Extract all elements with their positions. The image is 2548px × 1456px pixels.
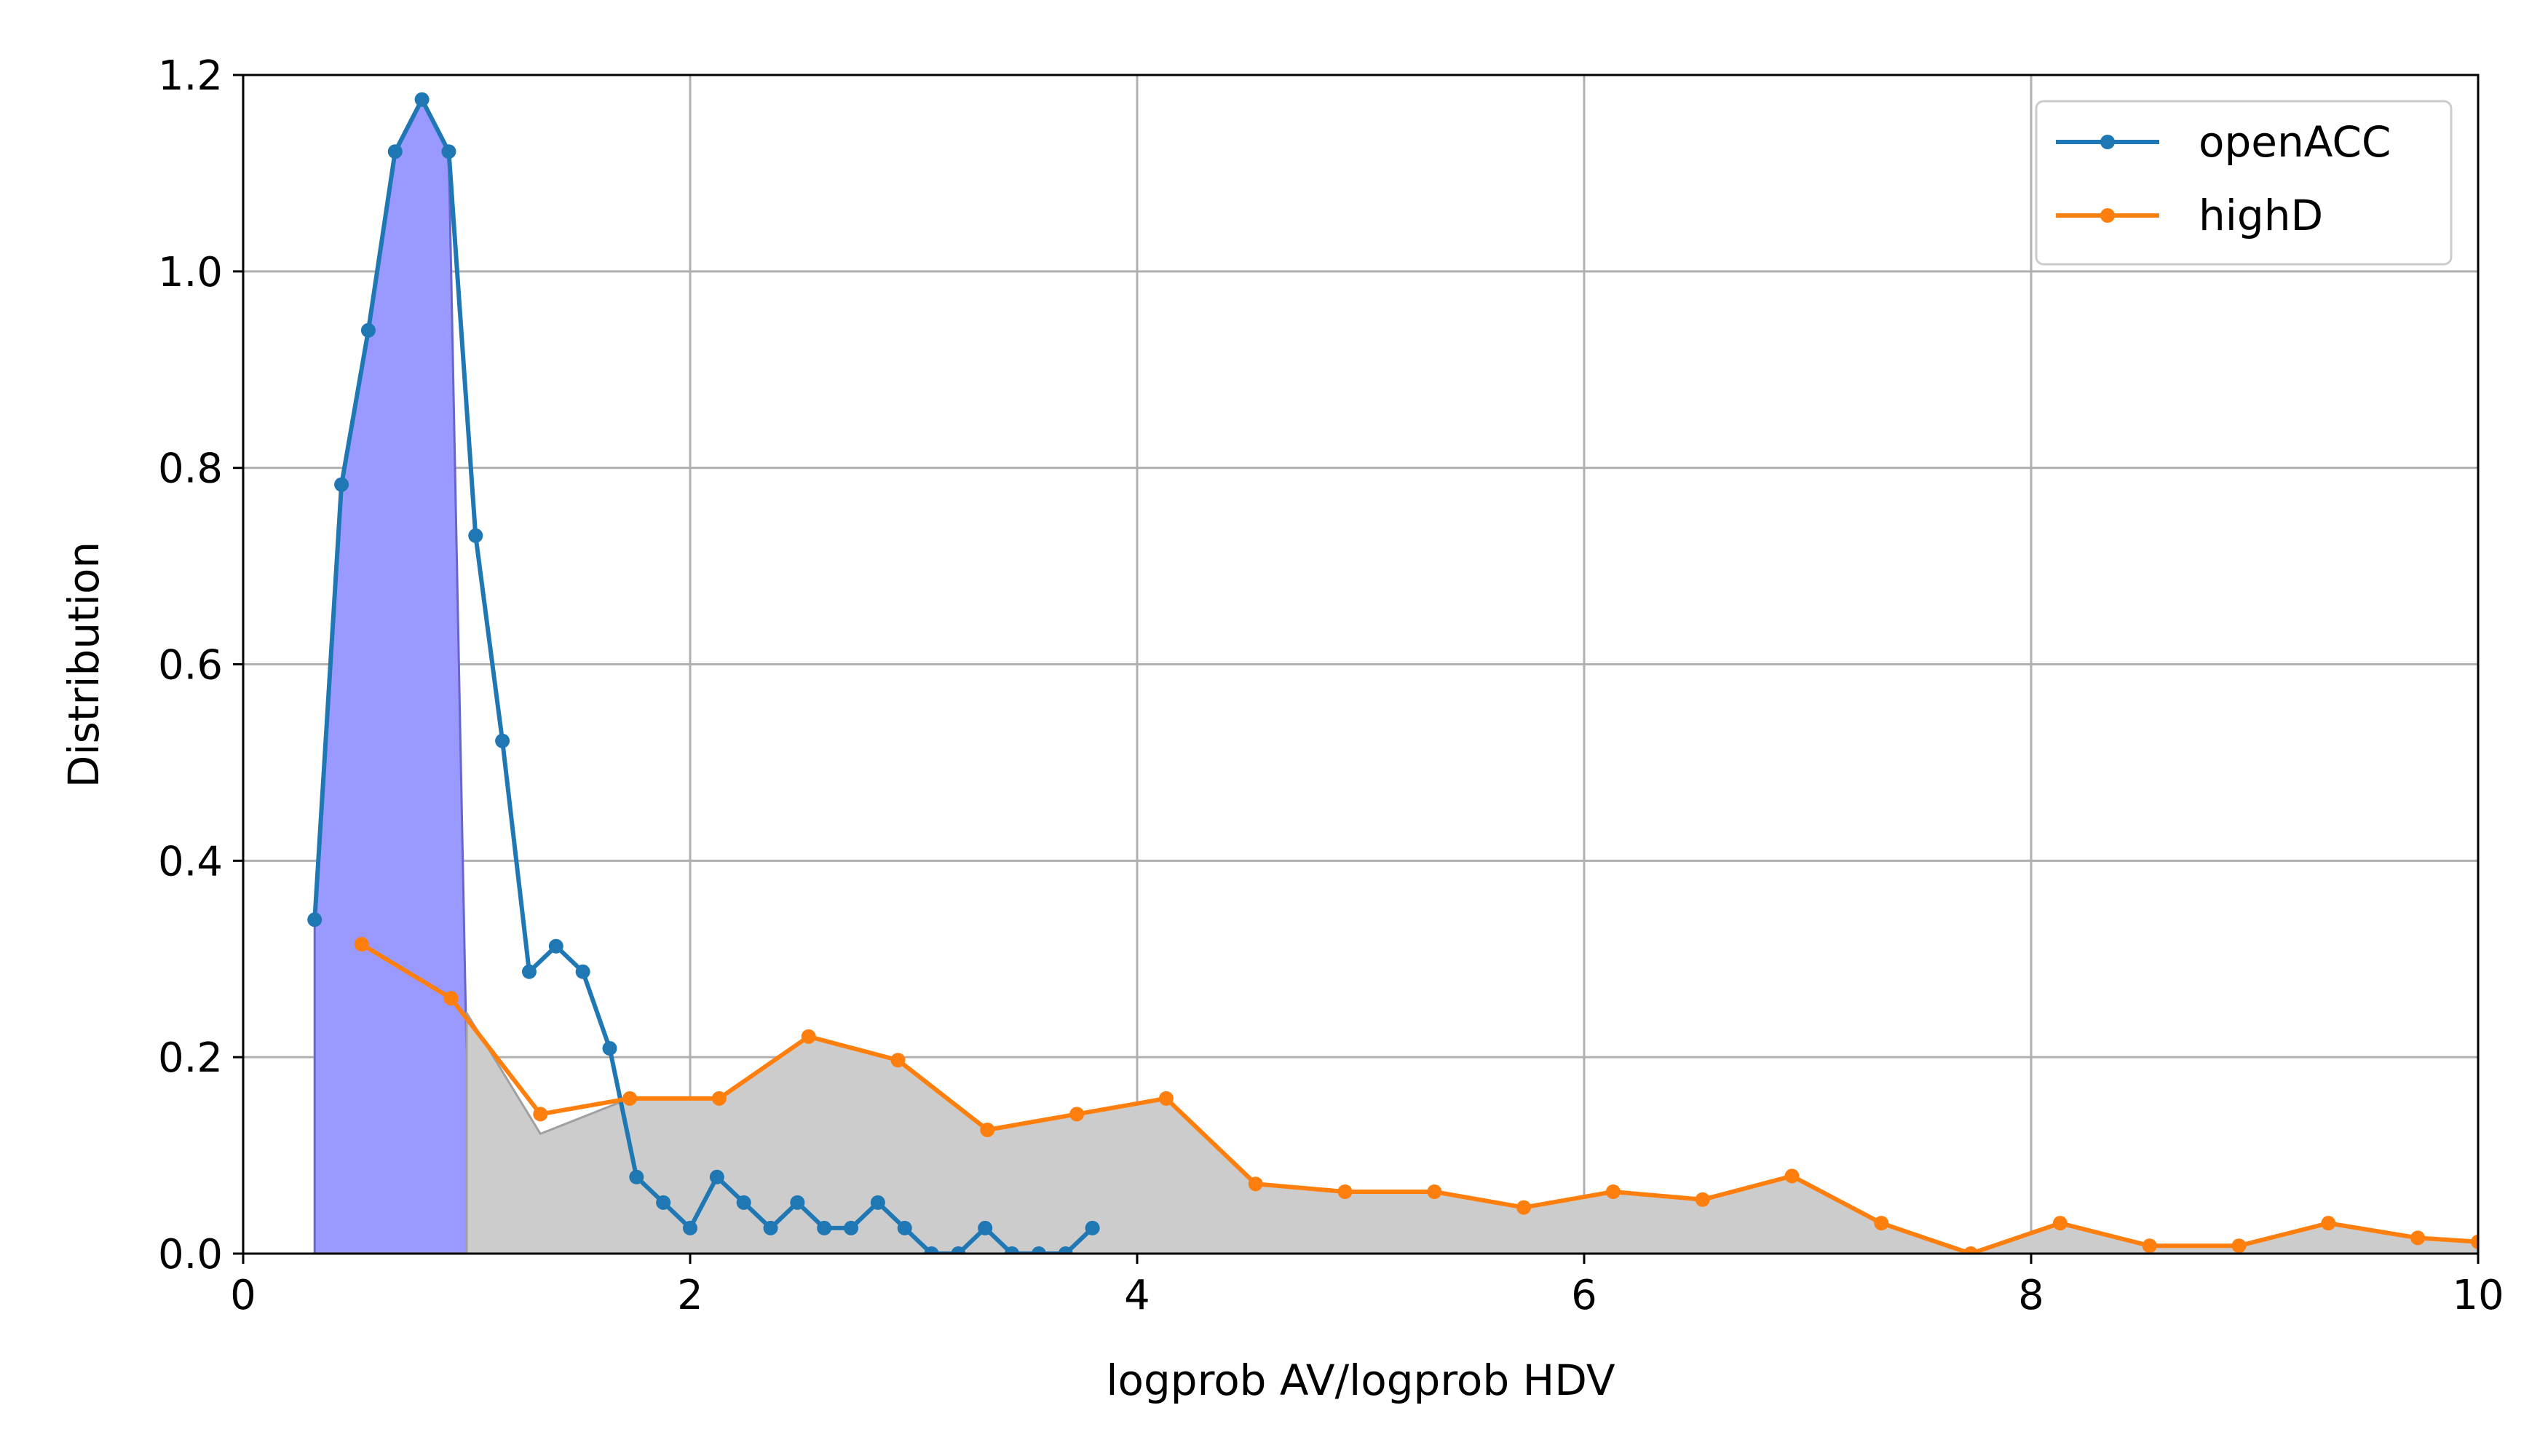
data-point-openACC (844, 1220, 859, 1235)
data-point-highD (354, 937, 369, 952)
data-point-openACC (978, 1220, 993, 1235)
data-point-openACC (575, 964, 590, 979)
data-point-openACC (602, 1041, 617, 1056)
data-point-openACC (790, 1195, 805, 1210)
data-point-openACC (307, 912, 323, 927)
data-point-openACC (683, 1220, 697, 1235)
data-point-openACC (414, 92, 430, 107)
y-tick-label: 0.2 (158, 1034, 223, 1082)
data-point-highD (1337, 1184, 1353, 1200)
legend: openACC highD (2035, 100, 2453, 266)
data-point-openACC (1031, 1246, 1046, 1254)
data-point-openACC (870, 1195, 885, 1210)
data-point-openACC (495, 733, 510, 748)
data-point-openACC (951, 1246, 966, 1254)
x-tick-label: 10 (2452, 1272, 2504, 1319)
y-axis-label: Distribution (59, 542, 108, 788)
data-point-highD (980, 1123, 995, 1138)
y-tick-label: 1.2 (158, 52, 223, 100)
data-point-highD (1963, 1246, 1979, 1254)
axis-ticks: 0 2 4 6 8 10 0.0 0.2 0.4 0.6 0.8 1.0 1.2 (158, 52, 2504, 1319)
data-point-highD (2142, 1238, 2157, 1254)
data-point-highD (2231, 1238, 2247, 1254)
y-tick-label: 0.4 (158, 838, 223, 885)
data-point-openACC (468, 528, 483, 543)
data-point-highD (1158, 1091, 1174, 1106)
x-tick-label: 6 (1571, 1272, 1597, 1319)
data-point-openACC (817, 1220, 832, 1235)
data-point-highD (1874, 1216, 1889, 1231)
x-axis-label: logprob AV/logprob HDV (1106, 1356, 1615, 1405)
data-point-openACC (1005, 1246, 1020, 1254)
data-point-openACC (736, 1195, 751, 1210)
data-point-highD (443, 991, 459, 1006)
legend-highd-label: highD (2199, 191, 2323, 240)
x-tick-label: 4 (1124, 1272, 1150, 1319)
data-point-openACC (441, 144, 456, 159)
x-tick-label: 2 (677, 1272, 703, 1319)
data-point-highD (1427, 1184, 1442, 1200)
x-tick-label: 8 (2018, 1272, 2044, 1319)
data-point-highD (1069, 1107, 1085, 1122)
data-point-openACC (360, 323, 376, 338)
y-tick-label: 0.8 (158, 446, 223, 493)
data-point-highD (2471, 1234, 2478, 1249)
data-point-openACC (629, 1169, 644, 1184)
data-point-openACC (548, 938, 563, 954)
data-point-highD (1695, 1192, 1710, 1207)
data-point-openACC (334, 477, 349, 492)
legend-openacc-marker (2100, 135, 2115, 149)
data-point-highD (2052, 1216, 2068, 1231)
data-point-openACC (763, 1220, 778, 1235)
y-tick-label: 1.0 (158, 249, 223, 296)
data-point-highD (1605, 1184, 1621, 1200)
data-point-openACC (709, 1169, 724, 1184)
data-point-highD (1516, 1200, 1532, 1215)
data-point-highD (2410, 1230, 2426, 1246)
series-lines (307, 92, 2478, 1254)
data-point-openACC (521, 964, 537, 979)
data-point-openACC (897, 1220, 912, 1235)
data-point-highD (1784, 1168, 1800, 1184)
data-point-openACC (1058, 1246, 1073, 1254)
data-point-highD (2321, 1216, 2336, 1231)
x-tick-label: 0 (230, 1272, 256, 1319)
data-point-highD (801, 1029, 816, 1044)
grid-lines (243, 75, 2478, 1254)
data-point-openACC (924, 1246, 939, 1254)
data-point-openACC (387, 144, 403, 159)
legend-highd-marker (2100, 208, 2115, 223)
data-point-highD (890, 1053, 906, 1068)
data-point-highD (533, 1107, 548, 1122)
y-tick-label: 0.6 (158, 642, 223, 689)
data-point-highD (1248, 1176, 1263, 1192)
legend-openacc-label: openACC (2199, 117, 2391, 167)
y-tick-label: 0.0 (158, 1231, 223, 1278)
data-point-openACC (1085, 1220, 1100, 1235)
data-point-highD (711, 1091, 727, 1106)
data-point-highD (622, 1091, 638, 1106)
data-point-openACC (656, 1195, 671, 1210)
